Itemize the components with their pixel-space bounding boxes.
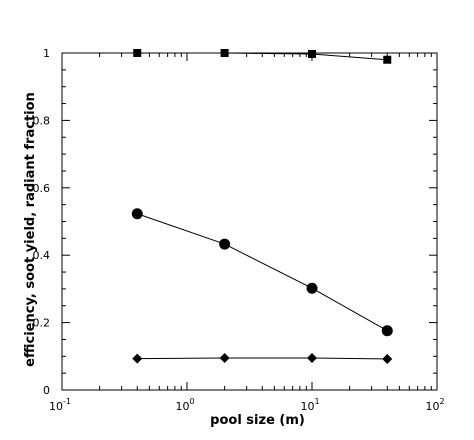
y-tick-label: 0.4 [33, 249, 51, 262]
square-marker [308, 50, 316, 59]
x-tick-label: 100 [175, 397, 194, 413]
diamond-marker [132, 353, 143, 364]
x-tick-label: 102 [425, 397, 444, 413]
diamond-marker [382, 353, 393, 364]
square-marker [383, 55, 392, 64]
y-axis-title: efficiency, soot yield, radiant fraction [23, 92, 38, 367]
circle-marker [306, 282, 318, 294]
circle-marker [131, 208, 143, 220]
series-3-line [137, 357, 388, 360]
diamond-marker [219, 352, 230, 363]
y-tick-label: 0.8 [33, 114, 51, 127]
diamond-marker [307, 352, 317, 363]
plot-frame [61, 52, 438, 391]
y-tick-label: 0.2 [33, 317, 51, 330]
circle-marker [381, 325, 393, 337]
y-tick-label: 0.6 [33, 182, 51, 195]
ticks-layer: 0 0.2 0.4 0.6 0.8 1 10-1 100 101 102 [33, 47, 445, 413]
x-axis-title: pool size (m) [210, 413, 305, 428]
x-tick-label: 10-1 [49, 397, 71, 413]
circle-marker [219, 238, 231, 250]
x-tick-label: 101 [300, 397, 319, 413]
y-tick-label: 1 [43, 47, 50, 60]
series-2-line [137, 213, 388, 332]
series-layer [131, 49, 393, 364]
y-tick-label: 0 [43, 384, 50, 397]
